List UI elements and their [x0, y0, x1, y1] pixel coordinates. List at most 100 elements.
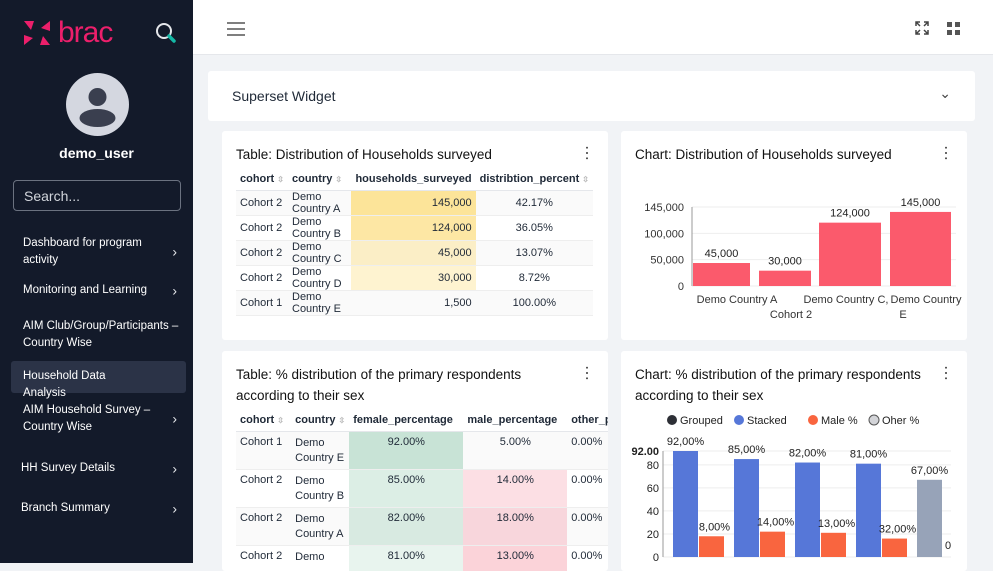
column-header[interactable]: households_surveyed: [351, 168, 476, 191]
data-label: 124,000: [830, 208, 870, 220]
chevron-right-icon: ›: [172, 282, 177, 298]
grid-apps-icon[interactable]: [947, 22, 960, 35]
table-cell: Demo Country E: [288, 290, 352, 316]
x-tick-label: Demo Country: [891, 294, 962, 306]
data-label: 14,00%: [757, 517, 795, 529]
column-header[interactable]: male_percentage: [463, 409, 568, 432]
chevron-right-icon: ›: [172, 460, 177, 476]
table-cell: 82.00%: [349, 507, 464, 546]
chevron-right-icon: ›: [172, 410, 177, 427]
y-tick-label: 145,000: [644, 202, 684, 214]
legend-marker: [868, 414, 880, 426]
table-row[interactable]: Cohort 2 Demo Country D 30,000 8.72%: [236, 265, 593, 291]
table-cell: Demo Country A: [291, 507, 350, 546]
x-tick-label: E: [899, 309, 906, 321]
table-row[interactable]: Cohort 2 Demo Country A 145,000 42.17%: [236, 190, 593, 216]
column-header[interactable]: country ⇳: [291, 409, 350, 432]
table-cell: 5.00%: [463, 431, 568, 470]
table-cell: 45,000: [351, 240, 476, 266]
table-cell: 100.00%: [475, 290, 593, 316]
sidebar-search-input[interactable]: [13, 180, 181, 211]
table-row[interactable]: Cohort 1 Demo Country E 1,500 100.00%: [236, 290, 593, 316]
y-tick-label: 0: [653, 552, 659, 564]
legend-label: Stacked: [747, 415, 787, 427]
table-cell: 124,000: [351, 215, 476, 241]
bar: [890, 211, 951, 286]
avatar[interactable]: [66, 73, 129, 136]
bar: [759, 270, 811, 286]
sidebar-item-dashboard[interactable]: Dashboard for program activity ›: [0, 235, 193, 269]
hamburger-menu-icon[interactable]: [227, 22, 245, 36]
data-label: 81,00%: [850, 449, 888, 461]
table-cell: Cohort 2: [236, 190, 288, 216]
more-options-icon[interactable]: ⋯: [937, 365, 954, 381]
card-title: Chart: % distribution of the primary res…: [635, 367, 921, 403]
sex-distribution-table: cohort ⇳ country ⇳ female_percentage mal…: [236, 409, 608, 571]
data-label: 13,00%: [818, 518, 856, 530]
table-cell: Demo Country C: [288, 240, 352, 266]
table-row[interactable]: Cohort 2 Demo Country C 45,000 13.07%: [236, 240, 593, 266]
table-row[interactable]: Cohort 2 Demo Country B 124,000 36.05%: [236, 215, 593, 241]
y-tick-label: 20: [647, 529, 659, 541]
table-row[interactable]: Cohort 2 Demo Country A 82.00% 18.00% 0.00%: [236, 507, 608, 546]
chevron-down-icon[interactable]: ⌄: [939, 85, 951, 101]
fullscreen-icon[interactable]: [915, 21, 929, 35]
legend-label: Grouped: [680, 415, 723, 427]
more-options-icon[interactable]: ⋯: [937, 145, 954, 161]
y-tick-label: 50,000: [650, 255, 684, 267]
table-cell: 13.07%: [475, 240, 593, 266]
table-cell: 0.00%: [567, 507, 608, 546]
table-cell: 13.00%: [463, 545, 568, 571]
table-row[interactable]: Cohort 2 Demo 81.00% 13.00% 0.00%: [236, 545, 608, 571]
table-cell: Cohort 2: [236, 215, 288, 241]
table-cell: 0.00%: [567, 469, 608, 508]
column-header[interactable]: other_perc: [567, 409, 608, 432]
pinwheel-icon: [24, 21, 50, 45]
y-tick-label: 60: [647, 483, 659, 495]
bar: [856, 463, 881, 557]
table-cell: 42.17%: [475, 190, 593, 216]
sidebar-item-aim-household[interactable]: AIM Household Survey – Country Wise ›: [0, 402, 193, 436]
table-row[interactable]: Cohort 1 Demo Country E 92.00% 5.00% 0.00%: [236, 431, 608, 470]
table-cell: 36.05%: [475, 215, 593, 241]
sidebar-item-label: AIM Household Survey – Country Wise: [23, 404, 151, 433]
sidebar-item-household-data[interactable]: Household Data Analysis: [11, 361, 186, 399]
y-tick-label: 100,000: [644, 228, 684, 240]
data-label: 0: [945, 540, 951, 552]
superset-widget-header[interactable]: Superset Widget ⌄: [208, 71, 975, 121]
table-cell: Cohort 1: [236, 431, 292, 470]
more-options-icon[interactable]: ⋯: [578, 145, 595, 161]
table-row[interactable]: Cohort 2 Demo Country B 85.00% 14.00% 0.00%: [236, 469, 608, 508]
legend-label: Oher %: [882, 415, 920, 427]
column-header[interactable]: cohort ⇳: [236, 168, 288, 191]
sidebar-item-label: Monitoring and Learning: [23, 284, 148, 296]
column-header[interactable]: female_percentage: [349, 409, 464, 432]
table-cell: 85.00%: [349, 469, 464, 508]
data-label: 8,00%: [699, 521, 730, 533]
table-cell: Demo: [291, 545, 350, 571]
legend-label: Male %: [821, 415, 858, 427]
table-cell: 0.00%: [567, 545, 608, 571]
column-header[interactable]: cohort ⇳: [236, 409, 292, 432]
data-label: 145,000: [901, 197, 941, 209]
sex-distribution-bar-chart: Grouped Stacked Male % Oher % 0 20 40 60 80 92.00…: [631, 414, 951, 564]
table-cell: Demo Country D: [288, 265, 352, 291]
brac-logo[interactable]: brac: [22, 16, 113, 50]
more-options-icon[interactable]: ⋯: [578, 365, 595, 381]
data-label: 30,000: [768, 256, 802, 268]
column-header[interactable]: country ⇳: [288, 168, 352, 191]
y-tick-label: 0: [678, 281, 684, 293]
table-cell: 81.00%: [349, 545, 464, 571]
sidebar-item-aim-club[interactable]: AIM Club/Group/Participants – Country Wi…: [0, 318, 193, 352]
data-label: 85,00%: [728, 444, 766, 456]
sidebar-item-monitoring[interactable]: Monitoring and Learning ›: [0, 282, 193, 299]
table-cell: Demo Country B: [291, 469, 350, 508]
table-cell: Cohort 2: [236, 507, 292, 546]
sidebar-item-branch-summary[interactable]: Branch Summary ›: [0, 500, 193, 517]
search-icon[interactable]: [155, 22, 177, 44]
top-header: [193, 0, 993, 55]
data-label: 67,00%: [911, 465, 949, 477]
column-header[interactable]: distribtion_percent ⇳: [475, 168, 593, 191]
user-icon: [79, 88, 116, 127]
sidebar-item-hh-survey[interactable]: HH Survey Details ›: [0, 460, 193, 477]
